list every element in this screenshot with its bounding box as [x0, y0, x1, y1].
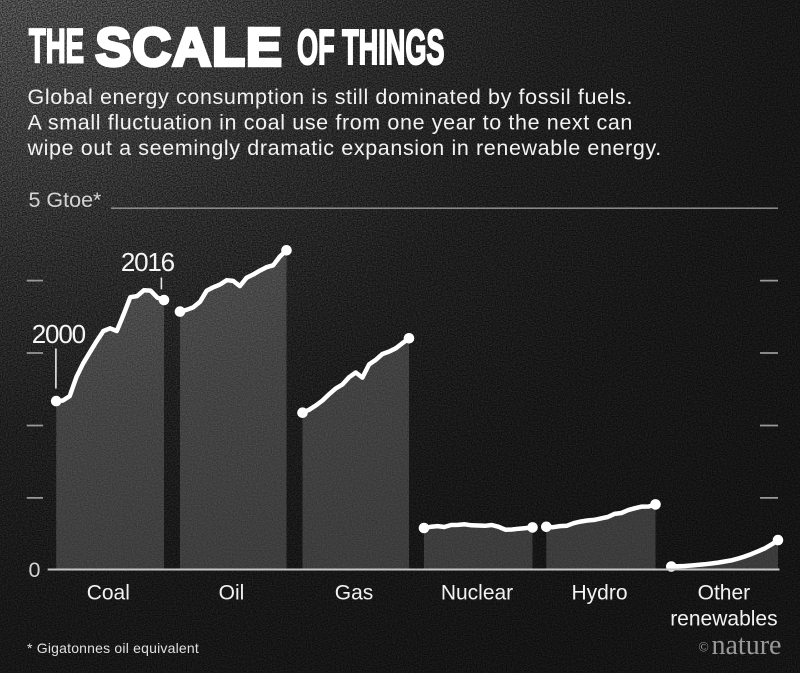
svg-text:Other: Other: [698, 582, 751, 605]
svg-text:Nuclear: Nuclear: [441, 582, 513, 605]
svg-text:Global energy consumption is s: Global energy consumption is still domin…: [28, 85, 633, 109]
svg-text:nature: nature: [712, 630, 782, 661]
svg-text:OF THINGS: OF THINGS: [297, 20, 444, 74]
svg-text:wipe out a seemingly dramatic: wipe out a seemingly dramatic expansion …: [27, 136, 662, 160]
svg-text:Coal: Coal: [87, 582, 130, 605]
svg-text:2016: 2016: [121, 247, 175, 277]
svg-text:THE: THE: [29, 21, 84, 74]
svg-text:SCALE: SCALE: [95, 18, 283, 78]
svg-text:Oil: Oil: [219, 582, 245, 605]
svg-text:2000: 2000: [32, 319, 86, 349]
svg-text:Hydro: Hydro: [571, 582, 627, 605]
svg-text:©: ©: [699, 640, 709, 655]
svg-text:0: 0: [29, 558, 41, 582]
svg-text:Gas: Gas: [335, 582, 374, 605]
svg-text:5 Gtoe*: 5 Gtoe*: [29, 188, 103, 212]
svg-text:A small fluctuation in coal us: A small fluctuation in coal use from one…: [28, 111, 634, 135]
svg-text:renewables: renewables: [670, 607, 777, 630]
svg-text:* Gigatonnes oil equivalent: * Gigatonnes oil equivalent: [27, 640, 199, 656]
